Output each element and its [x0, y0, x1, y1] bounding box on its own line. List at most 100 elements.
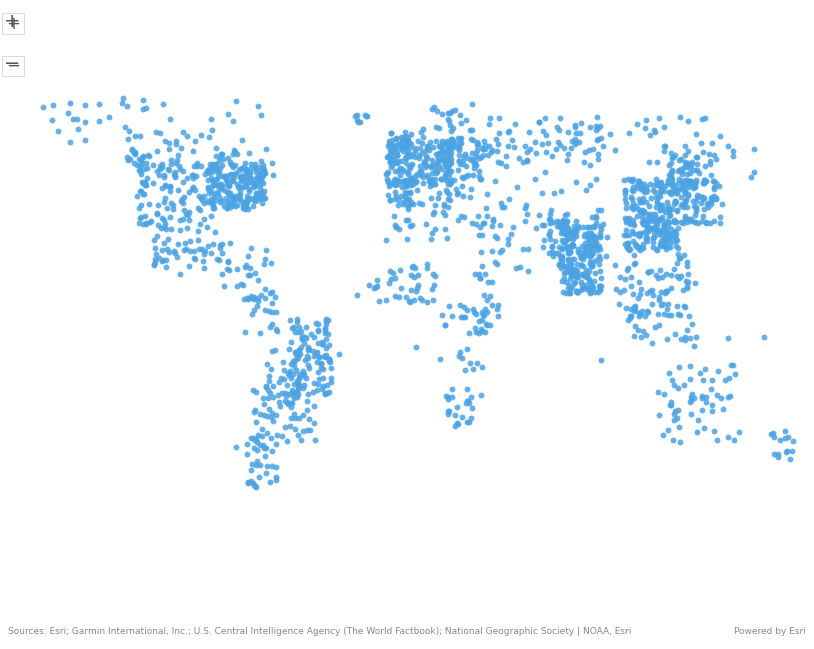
Point — [442, 114, 455, 125]
Point — [632, 175, 645, 186]
Point — [322, 354, 335, 364]
Point — [772, 449, 785, 459]
Point — [436, 145, 449, 156]
Point — [318, 328, 331, 338]
Point — [400, 178, 414, 189]
Point — [703, 218, 716, 228]
Point — [403, 194, 416, 204]
Point — [641, 225, 654, 236]
Point — [308, 332, 321, 343]
Point — [588, 232, 601, 242]
Point — [544, 209, 557, 219]
Point — [536, 139, 549, 149]
Point — [407, 149, 420, 159]
Point — [650, 197, 663, 208]
Point — [641, 217, 654, 228]
Point — [217, 184, 230, 195]
Point — [191, 158, 204, 168]
Point — [698, 175, 711, 185]
Point — [583, 222, 596, 232]
Point — [265, 258, 278, 268]
Point — [414, 127, 427, 137]
Point — [745, 172, 758, 182]
Point — [676, 199, 689, 210]
Point — [707, 190, 720, 201]
Point — [231, 200, 244, 210]
Point — [651, 273, 664, 283]
Point — [546, 251, 559, 261]
Point — [469, 160, 482, 170]
Point — [386, 147, 399, 158]
Point — [396, 176, 409, 186]
Point — [662, 241, 675, 252]
Point — [654, 239, 667, 250]
Point — [165, 225, 178, 235]
Point — [316, 336, 329, 347]
Point — [652, 295, 665, 305]
Point — [177, 127, 190, 137]
Point — [654, 204, 667, 214]
Point — [727, 151, 740, 161]
Point — [473, 269, 486, 279]
Point — [699, 392, 712, 402]
Point — [645, 223, 658, 234]
Point — [63, 137, 77, 147]
Point — [292, 413, 305, 424]
Point — [133, 186, 147, 196]
Point — [295, 342, 308, 352]
Point — [51, 126, 64, 136]
Point — [689, 204, 702, 214]
Point — [401, 201, 414, 211]
Point — [696, 147, 709, 158]
Point — [545, 242, 558, 252]
Point — [130, 191, 143, 201]
Point — [221, 186, 234, 197]
Point — [350, 290, 363, 300]
Point — [133, 166, 147, 177]
Point — [289, 365, 302, 375]
Point — [691, 415, 704, 425]
Point — [379, 169, 392, 179]
Point — [233, 164, 246, 175]
Point — [389, 132, 402, 143]
Point — [567, 278, 580, 289]
Point — [487, 214, 500, 224]
Point — [426, 227, 439, 238]
Point — [624, 312, 637, 323]
Point — [700, 217, 713, 228]
Point — [137, 95, 150, 105]
Point — [213, 182, 226, 192]
Point — [400, 291, 413, 302]
Point — [708, 184, 721, 194]
Point — [133, 202, 146, 213]
Point — [678, 301, 691, 312]
Point — [431, 149, 444, 159]
Point — [397, 134, 410, 145]
Point — [668, 217, 681, 227]
Point — [300, 373, 313, 383]
Point — [554, 220, 567, 230]
Point — [575, 251, 588, 262]
Point — [400, 200, 414, 210]
Point — [662, 177, 675, 188]
Point — [391, 150, 404, 160]
Point — [555, 257, 568, 267]
Point — [467, 307, 480, 317]
Point — [662, 204, 675, 215]
Point — [670, 216, 683, 227]
Point — [239, 202, 252, 213]
Point — [619, 303, 632, 313]
Point — [239, 326, 252, 337]
Point — [439, 224, 452, 234]
Point — [278, 387, 291, 398]
Point — [747, 167, 760, 177]
Point — [555, 224, 568, 234]
Point — [627, 217, 640, 228]
Point — [392, 224, 405, 234]
Point — [465, 184, 478, 194]
Point — [665, 167, 678, 178]
Point — [164, 114, 177, 124]
Point — [457, 212, 470, 223]
Point — [655, 231, 668, 241]
Point — [654, 205, 667, 215]
